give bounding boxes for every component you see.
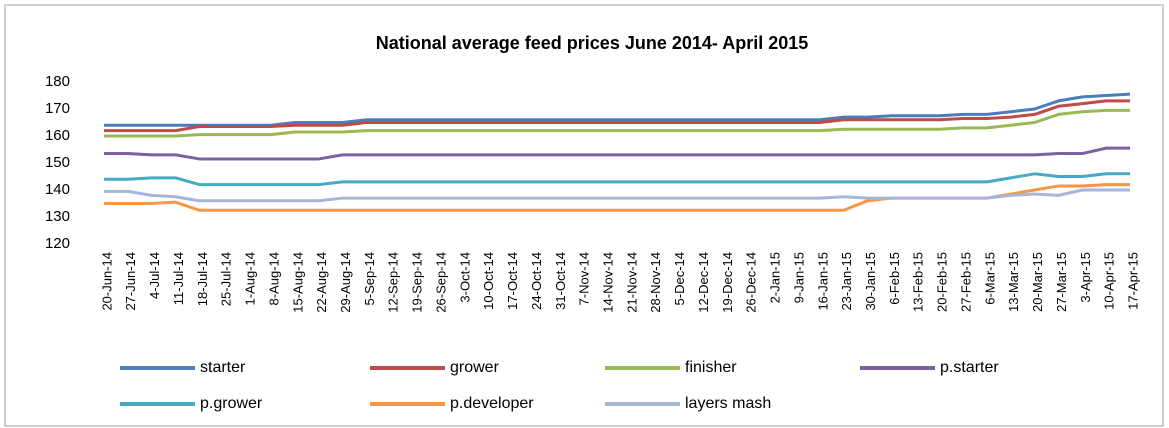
x-tick-label: 19-Sep-14 bbox=[410, 252, 425, 313]
legend-label: p.developer bbox=[450, 395, 534, 412]
x-tick-label: 2-Jan-15 bbox=[768, 252, 783, 303]
x-tick-label: 20-Mar-15 bbox=[1030, 252, 1045, 312]
legend-label: grower bbox=[450, 359, 500, 376]
x-tick-label: 7-Nov-14 bbox=[577, 252, 592, 305]
x-tick-label: 22-Aug-14 bbox=[314, 252, 329, 313]
chart-title: National average feed prices June 2014- … bbox=[376, 33, 809, 53]
x-tick-label: 27-Jun-14 bbox=[123, 252, 138, 311]
x-tick-label: 11-Jul-14 bbox=[171, 252, 186, 305]
x-tick-label: 17-Apr-15 bbox=[1126, 252, 1141, 310]
x-tick-label: 28-Nov-14 bbox=[648, 252, 663, 313]
x-tick-label: 13-Feb-15 bbox=[911, 252, 926, 312]
x-tick-label: 12-Dec-14 bbox=[696, 252, 711, 313]
y-tick-label: 130 bbox=[45, 208, 70, 225]
x-tick-label: 13-Mar-15 bbox=[1006, 252, 1021, 312]
x-tick-label: 5-Sep-14 bbox=[362, 252, 377, 305]
x-tick-label: 23-Jan-15 bbox=[839, 252, 854, 311]
x-tick-label: 10-Apr-15 bbox=[1102, 252, 1117, 310]
x-tick-label: 27-Feb-15 bbox=[958, 252, 973, 312]
x-tick-label: 17-Oct-14 bbox=[505, 252, 520, 310]
y-tick-label: 160 bbox=[45, 127, 70, 144]
y-tick-label: 140 bbox=[45, 181, 70, 198]
x-tick-label: 19-Dec-14 bbox=[720, 252, 735, 313]
x-tick-label: 5-Dec-14 bbox=[672, 252, 687, 305]
x-tick-label: 12-Sep-14 bbox=[386, 252, 401, 313]
x-tick-label: 14-Nov-14 bbox=[601, 252, 616, 313]
x-tick-label: 10-Oct-14 bbox=[481, 252, 496, 310]
x-tick-label: 21-Nov-14 bbox=[624, 252, 639, 313]
y-tick-label: 120 bbox=[45, 235, 70, 252]
x-tick-label: 20-Jun-14 bbox=[99, 252, 114, 311]
legend-label: finisher bbox=[685, 359, 737, 376]
chart-border bbox=[4, 4, 1164, 427]
series-line bbox=[103, 146, 1131, 161]
x-tick-label: 16-Jan-15 bbox=[815, 252, 830, 311]
x-tick-label: 18-Jul-14 bbox=[195, 252, 210, 306]
series-line bbox=[103, 188, 1131, 203]
legend-label: starter bbox=[200, 359, 246, 376]
x-tick-label: 3-Oct-14 bbox=[457, 252, 472, 303]
y-tick-label: 150 bbox=[45, 154, 70, 171]
x-tick-label: 8-Aug-14 bbox=[266, 252, 281, 305]
series-line bbox=[103, 108, 1131, 138]
legend-label: layers mash bbox=[685, 395, 771, 412]
series-line bbox=[103, 172, 1131, 187]
series-line bbox=[103, 99, 1131, 133]
x-tick-label: 27-Mar-15 bbox=[1054, 252, 1069, 312]
x-tick-label: 29-Aug-14 bbox=[338, 252, 353, 313]
x-tick-label: 25-Jul-14 bbox=[219, 252, 234, 306]
x-tick-label: 6-Feb-15 bbox=[887, 252, 902, 305]
x-tick-label: 26-Dec-14 bbox=[744, 252, 759, 313]
x-tick-label: 20-Feb-15 bbox=[935, 252, 950, 312]
x-tick-label: 1-Aug-14 bbox=[243, 252, 258, 305]
x-tick-label: 3-Apr-15 bbox=[1078, 252, 1093, 303]
x-tick-label: 4-Jul-14 bbox=[147, 252, 162, 299]
y-tick-label: 180 bbox=[45, 73, 70, 90]
x-tick-label: 31-Oct-14 bbox=[553, 252, 568, 310]
series-line bbox=[103, 92, 1131, 127]
x-tick-label: 24-Oct-14 bbox=[529, 252, 544, 310]
x-tick-label: 6-Mar-15 bbox=[982, 252, 997, 305]
legend-label: p.grower bbox=[200, 395, 263, 412]
x-tick-label: 15-Aug-14 bbox=[290, 252, 305, 313]
legend-label: p.starter bbox=[940, 359, 999, 376]
y-tick-label: 170 bbox=[45, 100, 70, 117]
x-tick-label: 9-Jan-15 bbox=[791, 252, 806, 303]
x-tick-label: 26-Sep-14 bbox=[433, 252, 448, 313]
x-tick-label: 30-Jan-15 bbox=[863, 252, 878, 311]
